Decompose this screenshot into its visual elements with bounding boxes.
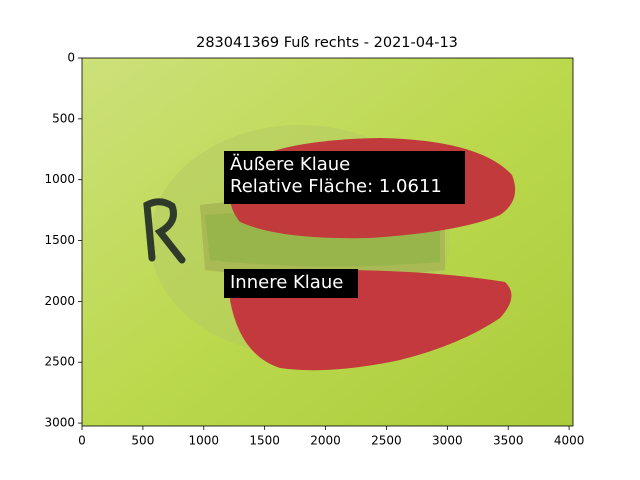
chart-title: 283041369 Fuß rechts - 2021-04-13 [196, 35, 458, 51]
x-tick-label: 4000 [554, 434, 585, 448]
x-tick-label: 2000 [310, 434, 341, 448]
y-tick-label: 500 [52, 111, 75, 125]
annotation-text: Relative Fläche: 1.0611 [230, 176, 442, 197]
x-tick-label: 3500 [493, 434, 524, 448]
annotation-text: Innere Klaue [230, 272, 343, 293]
y-tick-label: 1500 [44, 233, 75, 247]
y-tick-label: 0 [67, 51, 75, 65]
x-tick-label: 500 [131, 434, 154, 448]
x-tick-label: 0 [78, 434, 86, 448]
x-tick-label: 3000 [432, 434, 463, 448]
axes-frame [81, 57, 574, 427]
annotation-box [224, 151, 465, 204]
x-tick-label: 2500 [371, 434, 402, 448]
x-tick-label: 1000 [189, 434, 220, 448]
y-tick-label: 2000 [44, 294, 75, 308]
x-tick-label: 1500 [249, 434, 280, 448]
y-tick-label: 3000 [44, 416, 75, 430]
annotation-text: Äußere Klaue [230, 154, 350, 175]
photo [82, 58, 573, 426]
annotation-box [224, 269, 358, 298]
y-tick-label: 1000 [44, 172, 75, 186]
y-tick-label: 2500 [44, 355, 75, 369]
